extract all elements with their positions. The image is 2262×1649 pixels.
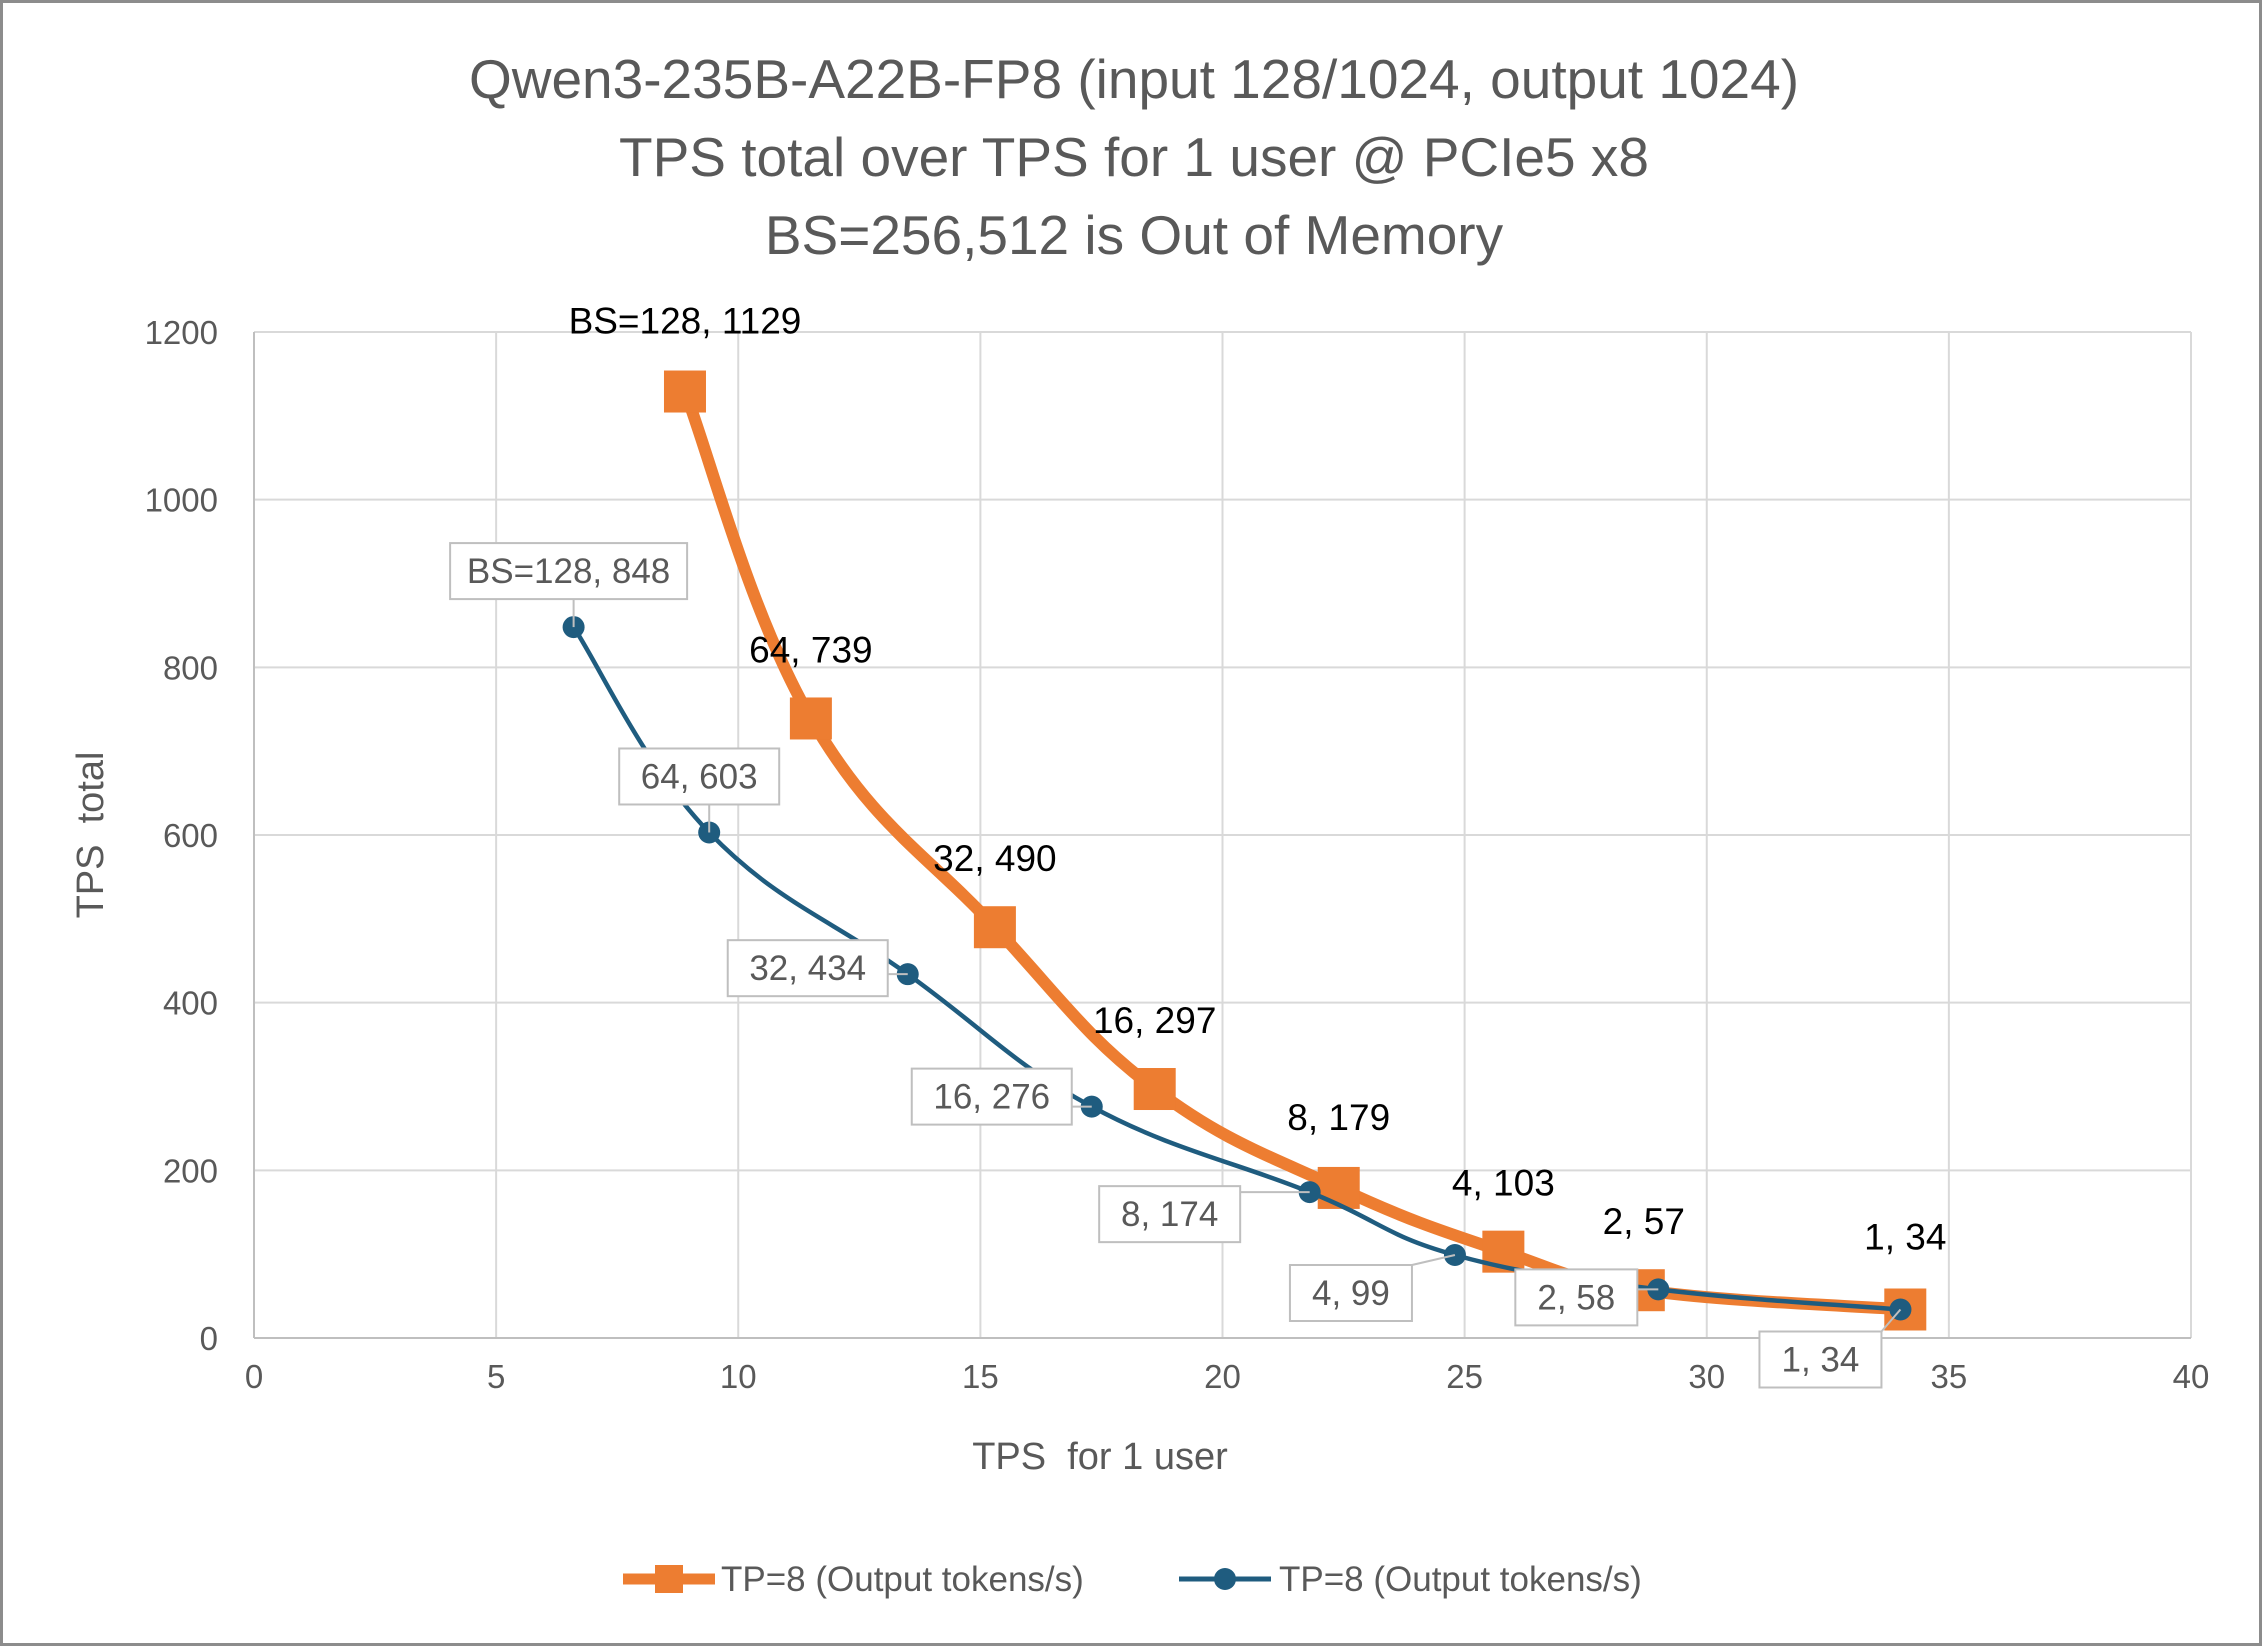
callout-box bbox=[1514, 1268, 1639, 1327]
x-tick-label: 20 bbox=[1204, 1358, 1241, 1395]
callout-text: 32, 434 bbox=[749, 949, 866, 988]
callout-box bbox=[726, 939, 889, 998]
x-tick-label: 15 bbox=[962, 1358, 999, 1395]
callout-box bbox=[449, 542, 689, 601]
y-tick-label: 600 bbox=[163, 817, 218, 854]
legend-label-blue: TP=8 (Output tokens/s) bbox=[1279, 1560, 1642, 1599]
data-label-orange: 32, 490 bbox=[933, 838, 1056, 879]
legend-label-orange: TP=8 (Output tokens/s) bbox=[721, 1560, 1084, 1599]
callout-text: 8, 174 bbox=[1121, 1195, 1218, 1234]
callout-text: 4, 99 bbox=[1312, 1274, 1390, 1313]
data-point-orange bbox=[1317, 1166, 1360, 1209]
title-line-1: Qwen3-235B-A22B-FP8 (input 128/1024, out… bbox=[469, 48, 1799, 110]
data-point-orange bbox=[973, 906, 1016, 949]
data-point-orange bbox=[663, 370, 706, 413]
y-tick-label: 1000 bbox=[145, 482, 218, 519]
y-tick-label: 1200 bbox=[145, 314, 218, 351]
data-label-blue: 4, 99 bbox=[1288, 1254, 1456, 1323]
series-line-orange bbox=[678, 385, 1912, 1316]
x-axis-title: TPS for 1 user bbox=[972, 1436, 1228, 1478]
data-label-orange: 4, 103 bbox=[1452, 1163, 1555, 1204]
callout-box bbox=[910, 1067, 1073, 1126]
callout-leader bbox=[1880, 1308, 1902, 1333]
data-point-orange bbox=[1133, 1068, 1176, 1111]
chart-title: Qwen3-235B-A22B-FP8 (input 128/1024, out… bbox=[469, 48, 1799, 266]
legend-item-orange: TP=8 (Output tokens/s) bbox=[623, 1560, 1084, 1599]
chart-svg: Qwen3-235B-A22B-FP8 (input 128/1024, out… bbox=[70, 48, 2210, 1599]
x-tick-label: 25 bbox=[1446, 1358, 1483, 1395]
callout-box bbox=[1758, 1330, 1883, 1389]
data-label-blue: 64, 603 bbox=[618, 747, 781, 833]
data-labels: BS=128, 1129 64, 739 32, 490 16, 297 8, 179 4… bbox=[449, 301, 1946, 1389]
data-label-blue: 1, 34 bbox=[1758, 1308, 1902, 1389]
data-label-orange: 16, 297 bbox=[1093, 1000, 1216, 1041]
x-tick-label: 10 bbox=[720, 1358, 757, 1395]
x-tick-label: 30 bbox=[1688, 1358, 1725, 1395]
title-line-2: TPS total over TPS for 1 user @ PCIe5 x8 bbox=[619, 126, 1649, 188]
callout-text: 16, 276 bbox=[933, 1078, 1050, 1117]
y-tick-label: 800 bbox=[163, 649, 218, 686]
x-tick-label: 40 bbox=[2173, 1358, 2210, 1395]
title-line-3: BS=256,512 is Out of Memory bbox=[765, 204, 1504, 266]
data-label-blue: 8, 174 bbox=[1098, 1185, 1310, 1244]
data-label-orange: 64, 739 bbox=[749, 629, 872, 670]
y-axis-title: TPS total bbox=[70, 752, 112, 919]
x-tick-label: 35 bbox=[1931, 1358, 1968, 1395]
callout-box bbox=[618, 747, 781, 806]
data-point-orange bbox=[789, 697, 832, 740]
callout-text: BS=128, 848 bbox=[467, 552, 670, 591]
data-label-blue: 16, 276 bbox=[910, 1067, 1092, 1126]
legend-item-blue: TP=8 (Output tokens/s) bbox=[1179, 1560, 1642, 1599]
y-tick-label: 400 bbox=[163, 985, 218, 1022]
data-label-blue: 32, 434 bbox=[726, 939, 908, 998]
data-label-orange: 8, 179 bbox=[1287, 1097, 1390, 1138]
y-tick-label: 0 bbox=[200, 1320, 218, 1357]
y-tick-label: 200 bbox=[163, 1152, 218, 1189]
data-label-orange: 1, 34 bbox=[1864, 1216, 1946, 1257]
series-layer bbox=[562, 370, 1927, 1331]
callout-box bbox=[1098, 1185, 1242, 1244]
data-label-orange: BS=128, 1129 bbox=[569, 301, 802, 342]
callout-text: 1, 34 bbox=[1782, 1340, 1860, 1379]
gridlines bbox=[254, 331, 2192, 1338]
x-tick-label: 0 bbox=[245, 1358, 263, 1395]
callout-text: 2, 58 bbox=[1537, 1278, 1615, 1317]
legend-swatch-marker-orange bbox=[655, 1565, 683, 1593]
callout-text: 64, 603 bbox=[641, 757, 758, 796]
callout-box bbox=[1288, 1264, 1413, 1323]
callout-leader bbox=[1411, 1254, 1456, 1266]
x-tick-label: 5 bbox=[487, 1358, 505, 1395]
data-label-blue: 2, 58 bbox=[1514, 1268, 1659, 1327]
legend-swatch-marker-blue bbox=[1214, 1568, 1236, 1590]
data-label-orange: 2, 57 bbox=[1603, 1201, 1685, 1242]
legend: TP=8 (Output tokens/s) TP=8 (Output toke… bbox=[623, 1560, 1642, 1599]
data-label-blue: BS=128, 848 bbox=[449, 542, 689, 628]
